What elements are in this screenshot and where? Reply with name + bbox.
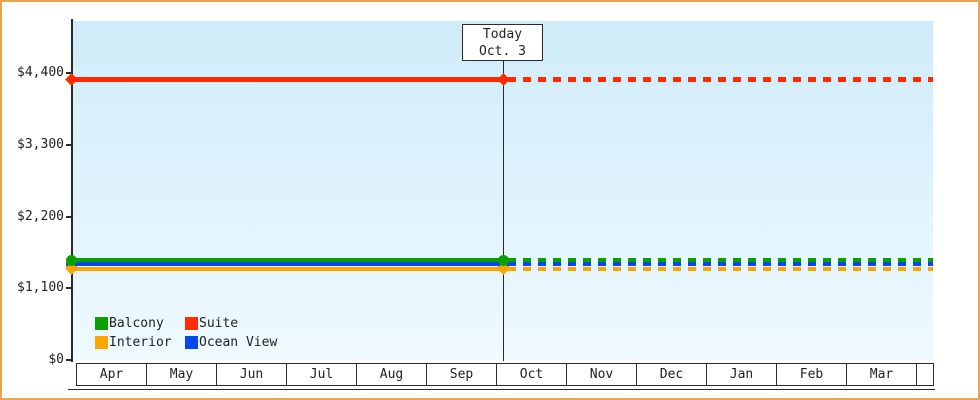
- month-cell: Apr: [76, 363, 147, 386]
- month-cell: Mar: [846, 363, 917, 386]
- y-tick-label: $4,400: [17, 65, 64, 80]
- y-tick-label: $1,100: [17, 280, 64, 295]
- balcony-swatch-icon: [95, 317, 108, 330]
- legend-item-ocean-view: Ocean View: [185, 335, 277, 350]
- legend-label: Suite: [199, 316, 239, 331]
- y-tick: [66, 144, 73, 146]
- legend-label: Interior: [109, 335, 172, 350]
- today-annotation-line1: Today: [482, 27, 523, 42]
- legend-label: Balcony: [109, 316, 164, 331]
- y-tick-label: $3,300: [17, 137, 64, 152]
- month-cell: Dec: [636, 363, 707, 386]
- suite-swatch-icon: [185, 317, 198, 330]
- interior-swatch-icon: [95, 336, 108, 349]
- ocean-view-swatch-icon: [185, 336, 198, 349]
- ocean-view-line-dotted: [508, 262, 933, 267]
- y-axis-line: [71, 19, 73, 362]
- month-cell: Oct: [496, 363, 567, 386]
- month-cell: Jan: [706, 363, 777, 386]
- y-tick: [66, 72, 73, 74]
- legend-item-suite: Suite: [185, 316, 238, 331]
- legend-label: Ocean View: [199, 335, 278, 350]
- today-vertical-line: [503, 43, 504, 361]
- interior-line-dotted: [508, 266, 933, 271]
- today-annotation-line2: Oct. 3: [479, 44, 526, 59]
- y-tick: [66, 287, 73, 289]
- suite-line-solid: [71, 77, 503, 83]
- suite-line-dotted: [508, 77, 933, 83]
- y-tick-label: $0: [48, 352, 64, 367]
- month-cell: May: [146, 363, 217, 386]
- balcony-circle-marker-icon: [65, 254, 77, 266]
- month-cell: Sep: [426, 363, 497, 386]
- balcony-circle-marker-icon: [497, 254, 509, 266]
- x-axis-bottom-rule: [68, 389, 935, 390]
- month-cell: Aug: [356, 363, 427, 386]
- month-cell: Jun: [216, 363, 287, 386]
- balcony-line-solid: [71, 258, 503, 263]
- month-cell-partial: [916, 363, 934, 386]
- interior-line-solid: [71, 266, 503, 271]
- month-cell: Jul: [286, 363, 357, 386]
- y-tick: [66, 216, 73, 218]
- today-annotation-box: Today Oct. 3: [462, 24, 543, 61]
- legend-item-balcony: Balcony: [95, 316, 164, 331]
- month-cell: Feb: [776, 363, 847, 386]
- month-cell: Nov: [566, 363, 637, 386]
- legend-item-interior: Interior: [95, 335, 172, 350]
- balcony-line-dotted: [508, 258, 933, 263]
- ocean-view-line-solid: [71, 262, 503, 267]
- y-tick: [66, 359, 73, 361]
- y-tick-label: $2,200: [17, 209, 64, 224]
